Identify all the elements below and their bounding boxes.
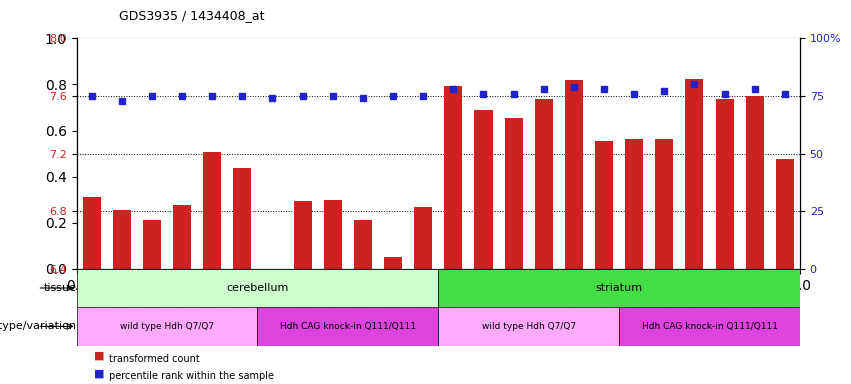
Bar xyxy=(655,139,673,269)
Bar xyxy=(173,205,191,269)
Text: wild type Hdh Q7/Q7: wild type Hdh Q7/Q7 xyxy=(482,322,576,331)
Bar xyxy=(112,210,131,269)
Text: tissue: tissue xyxy=(43,283,77,293)
Bar xyxy=(620,307,800,346)
Text: Hdh CAG knock-in Q111/Q111: Hdh CAG knock-in Q111/Q111 xyxy=(280,322,416,331)
Bar xyxy=(384,257,402,269)
Bar xyxy=(203,152,221,269)
Bar xyxy=(595,141,613,269)
Bar xyxy=(354,220,372,269)
Text: GDS3935 / 1434408_at: GDS3935 / 1434408_at xyxy=(119,9,265,22)
Bar xyxy=(534,99,553,269)
Text: ■: ■ xyxy=(94,368,104,378)
Text: cerebellum: cerebellum xyxy=(226,283,288,293)
Bar xyxy=(565,80,583,269)
Bar xyxy=(444,86,462,269)
Bar xyxy=(625,139,643,269)
Bar xyxy=(685,79,704,269)
Text: wild type Hdh Q7/Q7: wild type Hdh Q7/Q7 xyxy=(120,322,214,331)
Bar xyxy=(77,307,257,346)
Bar xyxy=(143,220,161,269)
Bar xyxy=(438,307,619,346)
Text: ■: ■ xyxy=(94,351,104,361)
Bar xyxy=(776,159,794,269)
Text: genotype/variation: genotype/variation xyxy=(0,321,77,331)
Bar xyxy=(414,207,432,269)
Text: percentile rank within the sample: percentile rank within the sample xyxy=(109,371,274,381)
Bar xyxy=(474,111,493,269)
Bar xyxy=(745,96,763,269)
Text: striatum: striatum xyxy=(596,283,643,293)
Bar xyxy=(323,200,342,269)
Bar xyxy=(77,269,438,307)
Bar xyxy=(233,168,251,269)
Bar xyxy=(294,201,311,269)
Text: transformed count: transformed count xyxy=(109,354,200,364)
Text: Hdh CAG knock-in Q111/Q111: Hdh CAG knock-in Q111/Q111 xyxy=(642,322,778,331)
Bar xyxy=(438,269,800,307)
Bar xyxy=(716,99,734,269)
Bar xyxy=(83,197,100,269)
Bar xyxy=(505,118,523,269)
Bar xyxy=(257,307,438,346)
